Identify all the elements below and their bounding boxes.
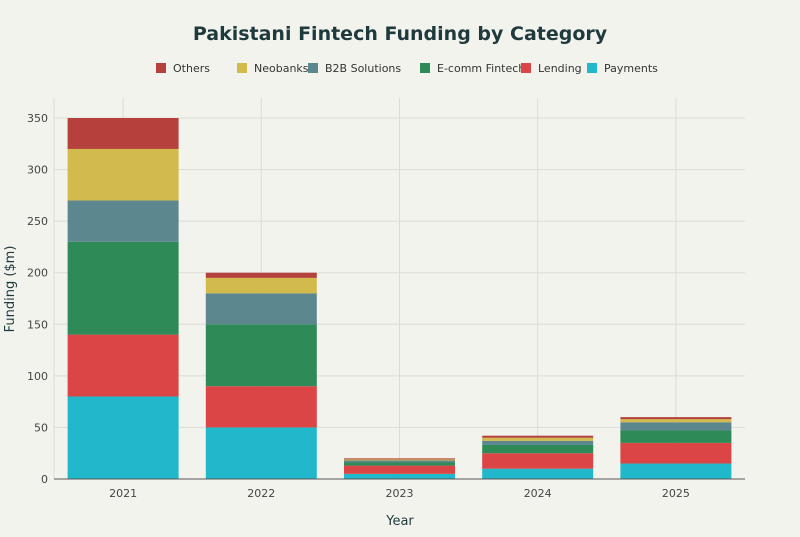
- bar-neobanks: [205, 277, 317, 294]
- legend-swatch: [156, 63, 166, 73]
- bar-e-comm-fintech: [482, 444, 594, 454]
- bar-others: [482, 435, 594, 438]
- legend-label: Neobanks: [254, 62, 309, 75]
- y-tick-label: 150: [27, 318, 48, 331]
- bar-neobanks: [344, 459, 455, 461]
- legend-label: Payments: [604, 62, 658, 75]
- bar-lending: [205, 386, 317, 428]
- legend-swatch: [521, 63, 531, 73]
- bar-b2b-solutions: [482, 440, 594, 445]
- x-tick-label: 2025: [662, 487, 690, 500]
- legend-label: Lending: [538, 62, 582, 75]
- legend-swatch: [587, 63, 597, 73]
- x-tick-label: 2022: [247, 487, 275, 500]
- bar-lending: [344, 465, 455, 474]
- x-tick-label: 2023: [386, 487, 414, 500]
- y-tick-label: 50: [34, 421, 48, 434]
- y-tick-label: 300: [27, 164, 48, 177]
- x-tick-label: 2021: [109, 487, 137, 500]
- bar-b2b-solutions: [67, 200, 179, 242]
- chart-title: Pakistani Fintech Funding by Category: [193, 23, 608, 45]
- bar-neobanks: [620, 419, 732, 423]
- y-tick-label: 100: [27, 370, 48, 383]
- legend-label: B2B Solutions: [325, 62, 401, 75]
- bar-lending: [620, 442, 732, 464]
- legend-swatch: [308, 63, 318, 73]
- bar-others: [620, 417, 732, 420]
- legend-swatch: [420, 63, 430, 73]
- bar-e-comm-fintech: [344, 462, 455, 466]
- y-tick-label: 250: [27, 215, 48, 228]
- bar-lending: [67, 334, 179, 397]
- legend-swatch: [237, 63, 247, 73]
- bar-payments: [205, 427, 317, 479]
- y-tick-label: 200: [27, 267, 48, 280]
- bar-payments: [344, 473, 455, 479]
- legend-label: E-comm Fintech: [437, 62, 525, 75]
- x-axis-label: Year: [385, 514, 414, 529]
- bar-b2b-solutions: [620, 422, 732, 431]
- bar-payments: [482, 468, 594, 479]
- x-tick-label: 2024: [524, 487, 552, 500]
- bar-payments: [620, 463, 732, 479]
- legend-label: Others: [173, 62, 210, 75]
- bar-others: [344, 458, 455, 460]
- bar-others: [67, 118, 179, 149]
- bar-neobanks: [67, 148, 179, 201]
- bar-e-comm-fintech: [620, 430, 732, 443]
- bar-b2b-solutions: [205, 293, 317, 325]
- bar-payments: [67, 396, 179, 479]
- y-tick-label: 0: [41, 473, 48, 486]
- bar-neobanks: [482, 437, 594, 441]
- bar-e-comm-fintech: [67, 241, 179, 335]
- y-tick-label: 350: [27, 112, 48, 125]
- bar-e-comm-fintech: [205, 324, 317, 387]
- y-axis-label: Funding ($m): [3, 246, 18, 333]
- bar-others: [205, 272, 317, 278]
- bar-lending: [482, 453, 594, 469]
- bar-b2b-solutions: [344, 460, 455, 463]
